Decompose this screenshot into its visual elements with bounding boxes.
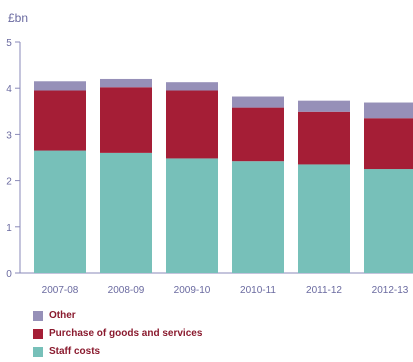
bar-segment (232, 107, 284, 162)
legend-item-purchases: Purchase of goods and services (33, 326, 202, 341)
bar-segment (232, 96, 284, 108)
bar-segment (166, 90, 218, 159)
x-tick-label: 2011-12 (306, 285, 342, 296)
legend-label-purchases: Purchase of goods and services (49, 328, 203, 339)
bar-segment (100, 87, 152, 153)
y-tick-label: 0 (6, 269, 12, 280)
bar-segment (166, 158, 218, 273)
legend-swatch-staff (33, 346, 43, 357)
bars (34, 78, 413, 273)
bar-segment (34, 150, 86, 273)
y-tick-label: 2 (6, 177, 12, 188)
y-tick-label: 5 (6, 38, 12, 49)
legend-item-staff: Staff costs (33, 344, 202, 359)
bar-segment (364, 102, 413, 119)
x-tick-label: 2007-08 (42, 285, 79, 296)
bar-segment (100, 78, 152, 88)
legend-swatch-purchases (33, 328, 43, 339)
x-tick-label: 2010-11 (240, 285, 276, 296)
bar-segment (364, 169, 413, 273)
y-tick-label: 3 (6, 130, 12, 141)
legend-label-staff: Staff costs (49, 346, 101, 357)
bar-segment (298, 111, 350, 165)
bar-segment (34, 81, 86, 91)
x-axis-labels: 2007-08 2008-09 2009-10 2010-11 2011-12 2012-… (42, 285, 409, 296)
bar-segment (298, 164, 350, 273)
legend: Other Purchase of goods and services Sta… (33, 308, 202, 362)
legend-item-other: Other (33, 308, 202, 323)
y-tick-label: 1 (6, 223, 12, 234)
x-tick-label: 2012-13 (372, 285, 409, 296)
legend-label-other: Other (49, 310, 76, 321)
legend-swatch-other (33, 310, 43, 321)
x-tick-label: 2008-09 (108, 285, 145, 296)
bar-segment (364, 118, 413, 170)
bar-segment (34, 90, 86, 151)
bar-segment (166, 82, 218, 91)
bar-segment (232, 161, 284, 273)
unit-label: £bn (8, 11, 28, 25)
y-tick-label: 4 (6, 84, 12, 95)
bar-segment (298, 100, 350, 112)
x-tick-label: 2009-10 (174, 285, 211, 296)
bar-segment (100, 152, 152, 273)
